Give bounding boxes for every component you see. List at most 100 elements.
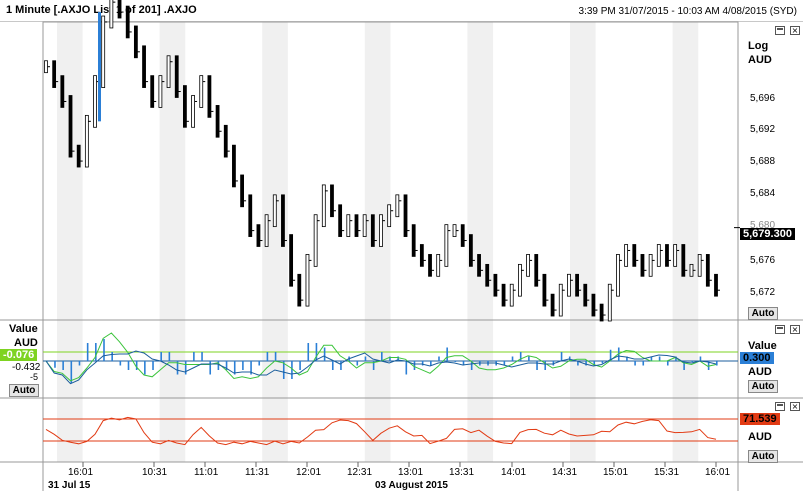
price-bar [411,224,416,257]
indicator-right-currency: AUD [748,366,772,378]
macd-histogram-bar [323,347,326,361]
macd-histogram-bar [381,352,383,361]
macd-histogram-bar [217,361,220,370]
rsi-auto-button[interactable]: Auto [748,450,778,463]
price-bar [567,273,571,297]
x-tick: 11:31 [245,467,270,478]
macd-histogram-bar [716,361,718,366]
macd-value-label: -0.432 [12,362,41,373]
price-currency-label: AUD [748,54,772,66]
price-bar [52,60,57,88]
price-bar [697,254,702,277]
price-bar [436,254,441,277]
macd-histogram-bar [209,361,212,375]
macd-histogram-bar [184,361,187,375]
macd-histogram-bar [470,361,473,370]
macd-histogram-bar [405,361,408,375]
x-tick: 12:01 [296,467,322,478]
macd-histogram-bar [258,361,261,366]
macd-histogram-bar [127,361,130,370]
price-bar [460,224,465,247]
price-bar [656,244,661,267]
price-bar [321,184,326,228]
indicator-right-value-label: Value [748,340,777,352]
price-bar [191,95,195,128]
price-bar [101,15,106,88]
macd-histogram-bar [585,361,587,366]
indicator-value-label: Value [9,323,38,335]
date-center-label: 03 August 2015 [375,480,448,491]
indicator-auto-button-left[interactable]: Auto [9,384,39,397]
macd-histogram-bar [593,361,596,366]
macd-histogram-bar [70,361,73,383]
price-bar [689,263,694,277]
price-bar [264,214,269,247]
minimize-icon[interactable] [775,402,785,411]
price-bar [616,254,620,297]
macd-histogram-bar [86,343,89,361]
macd-histogram-bar [144,361,146,375]
scale-type-label[interactable]: Log [748,40,769,52]
macd-histogram-bar [577,361,579,366]
price-bar [542,273,547,307]
macd-histogram-bar [291,361,293,379]
price-bar [207,75,212,118]
macd-histogram-bar [397,356,399,361]
price-bar [240,174,244,208]
macd-histogram-bar [683,361,685,370]
macd-histogram-bar [650,356,653,361]
price-bar [444,224,449,267]
macd-histogram-bar [135,361,138,370]
price-bar [142,45,146,88]
price-bar [174,55,179,98]
price-bar [330,184,334,218]
price-bar [199,75,204,108]
macd-histogram-bar [168,352,171,361]
price-bar [599,303,604,322]
close-icon[interactable]: × [790,26,800,35]
price-bar [591,293,596,317]
y-tick: 5,684 [750,188,776,199]
macd-histogram-bar [454,361,457,362]
macd-histogram-bar [299,361,301,370]
macd-histogram-bar [274,352,277,361]
x-tick: 14:01 [501,467,527,478]
minimize-icon[interactable] [775,26,785,35]
indicator-tick: -5 [30,372,39,382]
price-bar [575,273,579,297]
price-bar [117,0,122,19]
chart-title: 1 Minute [.AXJO List 1 of 201] .AXJO [6,4,197,16]
close-icon[interactable]: × [790,325,800,334]
macd-histogram-bar [544,361,547,370]
macd-histogram-bar [152,361,154,370]
price-bar [624,244,629,267]
macd-histogram-bar [233,361,236,375]
price-panel-frame [42,21,739,321]
macd-histogram-bar [446,347,448,361]
close-icon[interactable]: × [790,402,800,411]
price-bar [183,85,187,128]
rsi-value-badge: 71.539 [740,413,780,425]
rsi-line [45,416,717,446]
macd-histogram-bar [282,361,285,379]
macd-histogram-bar [201,352,203,361]
macd-histogram-bar [389,356,391,361]
indicator-auto-button-right[interactable]: Auto [748,380,778,393]
macd-histogram-bar [372,361,375,370]
macd-histogram-bar [691,361,694,362]
price-bar [150,75,155,108]
price-bar [84,114,89,168]
price-auto-button[interactable]: Auto [748,307,778,320]
price-bar [477,254,481,277]
macd-histogram-bar [528,356,530,361]
price-bar [403,194,408,237]
indicator-currency-label: AUD [14,337,38,349]
price-bar [395,194,400,218]
price-bar [60,75,65,108]
price-bar [125,5,130,39]
macd-histogram-bar [707,361,710,370]
macd-histogram-bar [503,361,506,366]
minimize-icon[interactable] [775,325,785,334]
macd-histogram-bar [601,361,604,364]
